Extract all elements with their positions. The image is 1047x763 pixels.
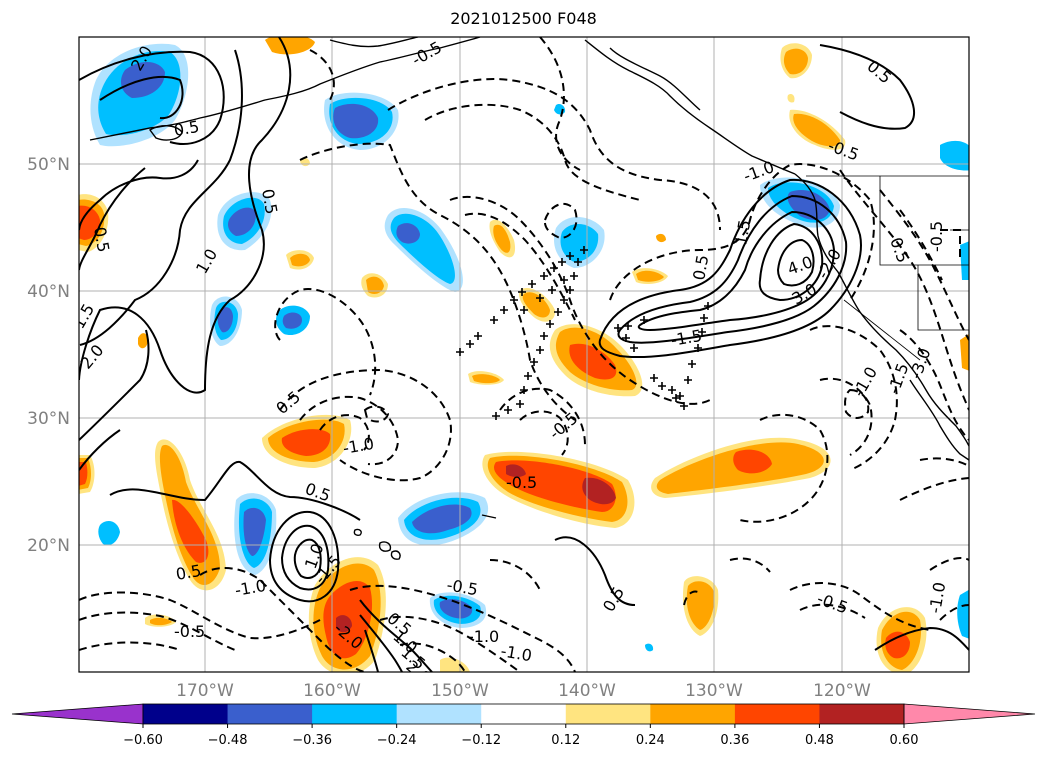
contour-label: 0.5 [90,225,113,253]
colorbar-tick-label: 0.24 [636,733,665,748]
anomaly-shading [79,37,969,672]
lat-label: 40°N [27,282,70,302]
colorbar-tick-label: 0.36 [720,733,749,748]
contour-label: -1.0 [468,627,499,646]
colorbar-tick-label: −0.24 [377,733,417,748]
coastlines [89,37,969,560]
contour-label: -0.5 [927,221,946,252]
colorbar-cell [650,704,736,724]
colorbar-extend-low [11,703,144,725]
lon-label: 140°W [558,681,616,701]
colorbar-cell [565,704,651,724]
lon-label: 130°W [685,681,743,701]
map-title: 2021012500 F048 [450,9,597,28]
colorbar-labels: −0.60 −0.48 −0.36 −0.24 −0.12 0.12 0.24 0.36 0.4… [123,724,918,748]
colorbar-cell [734,704,820,724]
colorbar-cells [11,703,1036,725]
colorbar-tick-label: −0.48 [208,733,248,748]
colorbar-cell [481,704,567,724]
contour-label: 0.5 [172,117,200,140]
positive-contours [79,37,969,672]
lat-label: 50°N [27,155,70,175]
colorbar-frame [142,703,905,725]
political-borders [806,175,969,361]
lon-label: 170°W [176,681,234,701]
lon-label: 150°W [431,681,489,701]
lat-label: 20°N [27,536,70,556]
longitude-labels: 170°W 160°W 150°W 140°W 130°W 120°W [176,681,871,701]
colorbar-cell [227,704,313,724]
lon-label: 120°W [813,681,871,701]
contour-label: 1.5 [731,218,754,246]
colorbar-cell [396,704,482,724]
colorbar-tick-label: 0.60 [890,733,919,748]
observation-markers [456,246,712,420]
colorbar: −0.60 −0.48 −0.36 −0.24 −0.12 0.12 0.24 0.36 0.4… [11,703,1036,748]
contour-label: -0.5 [174,622,205,641]
colorbar-cell [312,704,398,724]
negative-contours [79,37,969,672]
lat-label: 30°N [27,409,70,429]
colorbar-cell [143,704,229,724]
map-frame [78,36,970,673]
colorbar-extend-high [903,703,1036,725]
map-content: 2.0 1.5 2.0 1.0 0.5 0.5 0.5 -0.5 0.5 1.5… [79,37,969,672]
latitude-labels: 20°N 30°N 40°N 50°N [27,155,70,556]
contour-label: 0.5 [689,253,712,281]
gridlines [79,37,969,672]
contour-label: 0.5 [174,561,202,584]
colorbar-tick-label: −0.60 [123,733,163,748]
colorbar-tick-label: 0.12 [551,733,580,748]
contour-label: 0.5 [258,187,281,215]
colorbar-tick-label: −0.36 [292,733,332,748]
colorbar-tick-label: −0.12 [461,733,501,748]
colorbar-cell [819,704,905,724]
colorbar-tick-label: 0.48 [805,733,834,748]
lon-label: 160°W [303,681,361,701]
contour-label: -0.5 [506,473,537,492]
